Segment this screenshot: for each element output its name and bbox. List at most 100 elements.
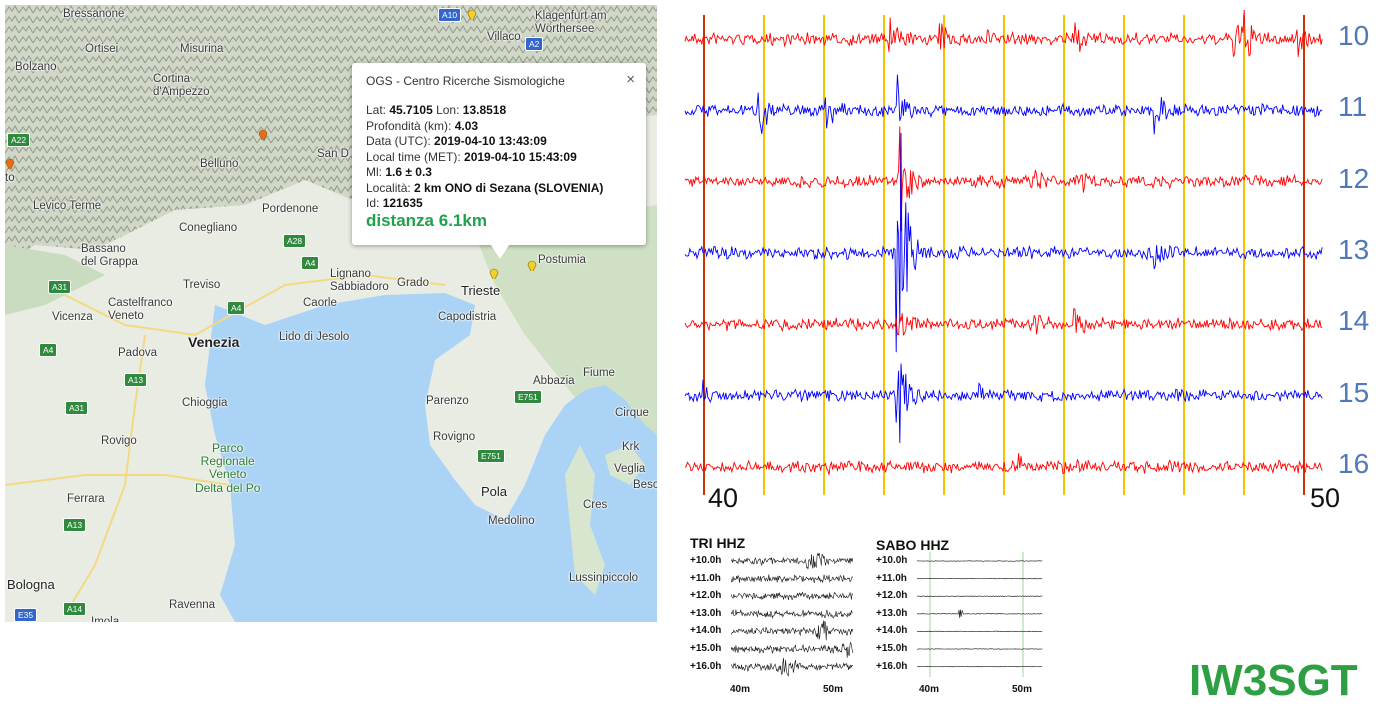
place-label: Pola <box>481 484 508 499</box>
place-label: to <box>5 172 15 184</box>
station-trace <box>917 577 1043 580</box>
time-tick-label: 40m <box>919 684 940 695</box>
station-trace <box>731 574 853 584</box>
place-label: Besca <box>633 479 657 491</box>
place-label: Treviso <box>183 279 221 291</box>
earthquake-marker-icon[interactable] <box>467 8 477 20</box>
station-trace <box>731 591 853 601</box>
road-shield: A31 <box>48 280 72 294</box>
place-label: Belluno <box>200 158 239 170</box>
road-shield: A31 <box>65 401 89 415</box>
time-tick-label: 50m <box>823 684 844 695</box>
place-label: Grado <box>397 277 429 289</box>
popup-line: Local time (MET): 2019-04-10 15:43:09 <box>366 149 577 164</box>
popup-title: OGS - Centro Ricerche Sismologiche <box>366 74 565 88</box>
road-shield: A4 <box>39 343 58 357</box>
station-title: TRI HHZ <box>690 535 746 551</box>
hour-label: 10 <box>1338 20 1370 51</box>
place-label: Capodistria <box>438 311 497 323</box>
seismogram-trace <box>684 132 1323 353</box>
place-label: Rovigno <box>433 431 476 443</box>
row-label: +15.0h <box>690 643 722 654</box>
station-trace <box>731 642 853 658</box>
place-label: Misurina <box>180 43 224 55</box>
row-label: +10.0h <box>690 555 722 566</box>
row-label: +14.0h <box>876 625 908 637</box>
place-label: San D <box>317 148 349 160</box>
place-label: Rovigo <box>101 435 137 447</box>
road-shield: E751 <box>514 390 542 404</box>
popup-line: Lat: 45.7105 Lon: 13.8518 <box>366 103 507 117</box>
earthquake-marker-icon[interactable] <box>489 267 499 279</box>
minute-label: 40 <box>708 483 739 513</box>
place-label: Villaco <box>487 31 521 43</box>
earthquake-marker-icon[interactable] <box>527 259 537 271</box>
row-label: +16.0h <box>876 660 908 672</box>
place-label: Veglia <box>614 463 646 475</box>
station-trace <box>917 630 1043 633</box>
station-trace <box>917 665 1043 668</box>
earthquake-popup[interactable]: OGS - Centro Ricerche Sismologiche × Lat… <box>352 63 646 259</box>
popup-line: Data (UTC): 2019-04-10 13:43:09 <box>366 134 547 148</box>
popup-line: Profondità (km): 4.03 <box>366 118 479 133</box>
place-label: Klagenfurt am Wörthersee <box>535 10 607 35</box>
map-view[interactable]: Bressanone Bolzano Ortisei Misurina Cortina … <box>5 5 657 622</box>
place-label: Postumia <box>538 254 586 266</box>
station-trace-plot <box>731 552 853 677</box>
row-label: +14.0h <box>690 625 722 637</box>
hour-label: 16 <box>1338 447 1370 479</box>
station-trace <box>731 657 853 677</box>
time-tick-label: 50m <box>1012 684 1033 695</box>
seismogram-trace <box>684 10 1323 58</box>
distance-label: distanza 6.1km <box>366 211 487 230</box>
row-label: +11.0h <box>690 572 721 584</box>
popup-line: Località: 2 km ONO di Sezana (SLOVENIA) <box>366 180 604 195</box>
place-label: Parco Regionale Veneto Delta del Po <box>195 441 261 495</box>
place-label: Ortisei <box>85 43 119 55</box>
minute-label: 50 <box>1310 483 1341 513</box>
place-label: Krk <box>622 441 640 453</box>
popup-line: Id: 121635 <box>366 196 423 210</box>
station-trace <box>731 609 853 620</box>
place-label: Lignano Sabbiadoro <box>330 268 389 293</box>
seismogram-trace <box>684 74 1323 135</box>
road-shield: A28 <box>283 234 307 248</box>
earthquake-marker-icon[interactable] <box>258 128 268 140</box>
station-trace <box>731 552 853 570</box>
station-trace <box>917 595 1043 597</box>
station-trace <box>917 648 1043 650</box>
seismogram-trace <box>684 307 1323 336</box>
place-label: Lussinpiccolo <box>569 572 639 584</box>
row-label: +11.0h <box>876 572 907 584</box>
hour-label: 12 <box>1338 162 1370 194</box>
seismogram-trace <box>684 363 1323 443</box>
row-label: +16.0h <box>690 660 722 672</box>
place-label: Caorle <box>303 297 337 309</box>
helicorder-plot <box>684 10 1323 495</box>
road-shield: A10 <box>438 8 462 22</box>
station-title: SABO HHZ <box>876 537 950 553</box>
place-label: Bassano del Grappa <box>81 243 138 268</box>
station-trace <box>917 560 1043 562</box>
row-label: +13.0h <box>690 607 722 619</box>
hour-label: 14 <box>1338 305 1370 337</box>
place-label: Conegliano <box>179 222 238 234</box>
row-label: +12.0h <box>690 590 722 602</box>
hour-label: 11 <box>1338 91 1368 123</box>
station-trace <box>731 620 853 641</box>
road-shield: E751 <box>477 449 505 463</box>
row-label: +13.0h <box>876 607 908 619</box>
place-label: Ravenna <box>169 599 216 611</box>
road-shield: E35 <box>14 608 38 622</box>
earthquake-marker-icon[interactable] <box>5 157 15 169</box>
place-label: Bologna <box>7 577 55 592</box>
road-shield: A13 <box>63 518 87 532</box>
place-label: Lido di Jesolo <box>279 331 350 343</box>
place-label: Padova <box>118 347 158 359</box>
place-label: Vicenza <box>52 311 93 323</box>
close-icon[interactable]: × <box>626 71 635 88</box>
row-label: +10.0h <box>876 555 908 566</box>
row-label: +15.0h <box>876 643 908 654</box>
place-label: Trieste <box>461 283 501 298</box>
row-label: +12.0h <box>876 590 908 602</box>
